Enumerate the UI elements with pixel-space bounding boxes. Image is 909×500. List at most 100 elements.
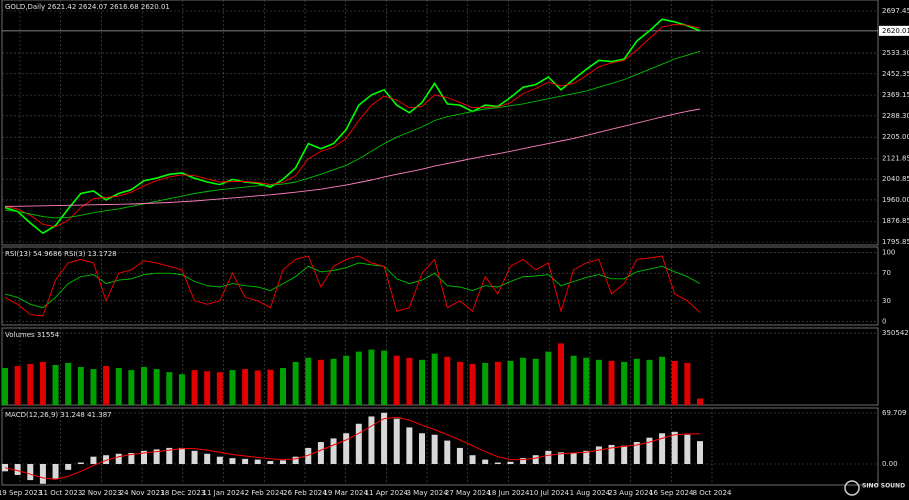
bar: [141, 367, 147, 405]
bar: [305, 447, 312, 465]
y-tick-label: 2533.30: [882, 49, 909, 57]
bar: [39, 464, 46, 484]
bar: [431, 353, 438, 405]
bar: [27, 363, 34, 405]
bar: [570, 355, 577, 405]
bar: [153, 369, 160, 405]
bar: [216, 372, 223, 405]
bar: [2, 368, 8, 405]
bar: [242, 369, 249, 405]
bar: [65, 362, 72, 405]
bar: [393, 418, 400, 465]
bar: [115, 368, 122, 405]
bar: [646, 437, 653, 465]
bar: [494, 462, 501, 465]
bar: [280, 460, 286, 465]
y-tick-label: 70: [882, 269, 891, 277]
bar: [659, 433, 666, 465]
x-tick-label: 18 Jun 2024: [487, 489, 530, 497]
panel-title: Volumes 31554: [5, 331, 60, 339]
bar: [583, 357, 590, 405]
bar: [583, 450, 590, 465]
panel-frame: [1, 407, 879, 486]
bar: [267, 461, 274, 465]
bar: [671, 431, 678, 465]
bar: [229, 370, 236, 405]
x-tick-label: 2 Nov 2023: [81, 489, 121, 497]
bar: [229, 458, 236, 465]
x-tick-label: 11 Apr 2024: [365, 489, 409, 497]
bar: [2, 464, 8, 472]
bar: [444, 440, 451, 465]
bar: [216, 456, 223, 465]
y-tick-label: 2452.35: [882, 70, 909, 78]
bar: [621, 361, 628, 405]
bar: [14, 464, 21, 475]
y-tick-label: 100: [882, 249, 895, 257]
bar: [419, 359, 425, 405]
bar: [684, 434, 691, 465]
bar: [368, 416, 375, 465]
bar: [431, 434, 438, 465]
x-tick-label: 11 Oct 2023: [39, 489, 82, 497]
panel-title: RSI(13) 54.9686 RSI(3) 13.1728: [5, 250, 117, 258]
last-price-box: [879, 25, 909, 36]
bar: [608, 360, 615, 405]
bar: [355, 423, 362, 465]
series-line: [4, 50, 701, 219]
bar: [191, 370, 198, 405]
y-tick-label: 1795.85: [882, 238, 909, 246]
x-tick-label: 1 Aug 2024: [570, 489, 611, 497]
bar: [27, 464, 34, 481]
bar: [494, 361, 501, 405]
x-tick-label: 26 Feb 2024: [283, 489, 327, 497]
x-tick-label: 27 May 2024: [445, 489, 491, 497]
logo-mark: [844, 480, 860, 496]
y-tick-label: 350542: [882, 329, 909, 337]
bar: [280, 368, 286, 405]
bar: [178, 447, 185, 465]
bar: [532, 358, 539, 405]
bar: [456, 447, 463, 465]
bar: [254, 459, 261, 465]
bar: [141, 450, 147, 465]
y-tick-label: 30: [882, 297, 891, 305]
bar: [545, 351, 552, 405]
bar: [317, 442, 324, 465]
y-tick-label: 69.709: [882, 409, 907, 417]
bar: [292, 361, 299, 405]
y-tick-label: 1876.85: [882, 217, 909, 225]
y-tick-label: 0.00: [882, 460, 898, 468]
bar: [242, 458, 249, 465]
series-line: [4, 255, 701, 317]
bar: [77, 462, 84, 465]
bar: [90, 456, 97, 465]
bar: [469, 455, 476, 465]
panel-frame: [1, 246, 879, 326]
bar: [482, 362, 489, 405]
bar: [633, 442, 640, 465]
bar: [305, 357, 312, 405]
bar: [469, 363, 476, 405]
y-tick-label: 0: [882, 318, 886, 326]
y-tick-label: 2697.45: [882, 7, 909, 15]
y-tick-label: 1960.00: [882, 196, 909, 204]
x-tick-label: 8 Oct 2024: [693, 489, 732, 497]
bar: [90, 369, 97, 405]
bar: [254, 370, 261, 405]
series-line: [4, 262, 701, 309]
bar: [633, 358, 640, 405]
bar: [406, 427, 413, 465]
y-tick-label: 2040.85: [882, 175, 909, 183]
bar: [267, 369, 274, 405]
watermark: SINO SOUND: [862, 483, 905, 490]
x-tick-label: 19 Sep 2023: [0, 489, 42, 497]
bar: [646, 359, 653, 405]
bar: [507, 360, 514, 405]
bar: [381, 350, 388, 405]
bar: [204, 453, 211, 465]
bar: [697, 398, 703, 405]
x-tick-label: 18 Dec 2023: [160, 489, 205, 497]
bar: [558, 452, 564, 465]
